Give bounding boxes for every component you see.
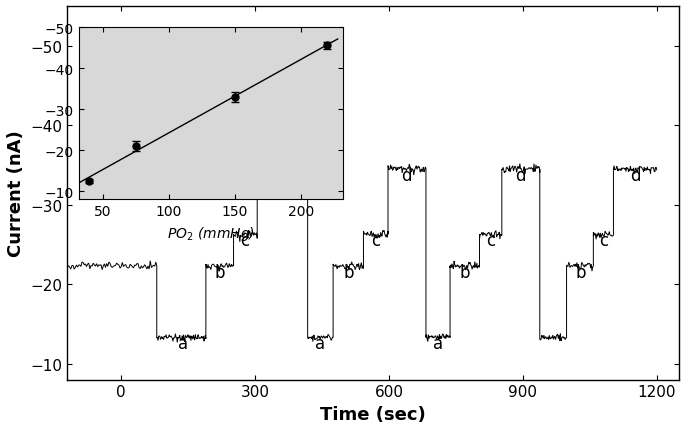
Text: c: c <box>486 231 495 249</box>
Text: b: b <box>576 263 586 281</box>
Text: c: c <box>600 231 608 249</box>
Text: d: d <box>630 166 641 184</box>
Text: c: c <box>371 231 380 249</box>
Text: d: d <box>401 166 412 184</box>
X-axis label: Time (sec): Time (sec) <box>320 405 426 423</box>
Text: a: a <box>433 335 443 353</box>
Text: b: b <box>215 263 226 281</box>
Text: d: d <box>515 166 526 184</box>
Y-axis label: Current (nA): Current (nA) <box>7 130 25 257</box>
Text: d: d <box>276 166 287 184</box>
Text: c: c <box>241 231 250 249</box>
Text: a: a <box>315 335 325 353</box>
Text: a: a <box>178 335 189 353</box>
Text: b: b <box>344 263 354 281</box>
Text: b: b <box>460 263 470 281</box>
X-axis label: $PO_2$ (mmHg): $PO_2$ (mmHg) <box>167 224 255 242</box>
